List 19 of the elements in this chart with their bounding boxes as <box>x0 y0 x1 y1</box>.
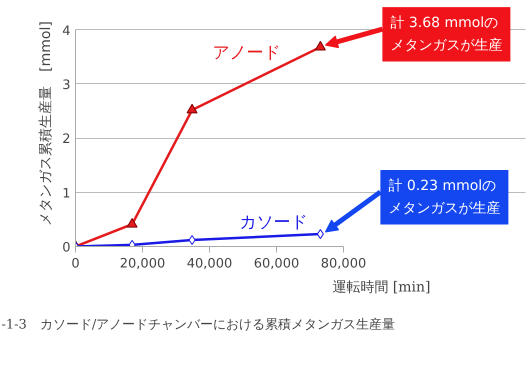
x-tick-label: 20,000 <box>120 256 166 272</box>
y-tick-label: 0 <box>62 240 71 256</box>
x-tick-label: 60,000 <box>254 256 300 272</box>
x-axis-title: 運転時間 [min] <box>332 280 431 296</box>
series-label: カソード <box>239 212 308 233</box>
point <box>186 104 198 114</box>
point <box>314 40 326 51</box>
annotation: 計 0.23 mmolのメタンガスが生産 <box>388 178 500 216</box>
y-tick-label: 1 <box>62 186 71 202</box>
y-tick-label: 3 <box>62 78 71 93</box>
y-tick-label: 4 <box>62 24 71 39</box>
y-tick-label: 2 <box>62 132 71 148</box>
y-axis-title: メタンガス累積生産量 [mmol] <box>38 21 54 226</box>
series-label: アノード <box>212 43 281 64</box>
x-tick-label: 80,000 <box>320 256 366 272</box>
point <box>126 218 138 228</box>
text: -1-3 カソード/アノードチャンバーにおける累積メタンガス生産量 <box>2 316 396 332</box>
annotation: 計 3.68 mmolのメタンガスが生産 <box>390 15 502 54</box>
x-tick-label: 40,000 <box>186 256 232 272</box>
